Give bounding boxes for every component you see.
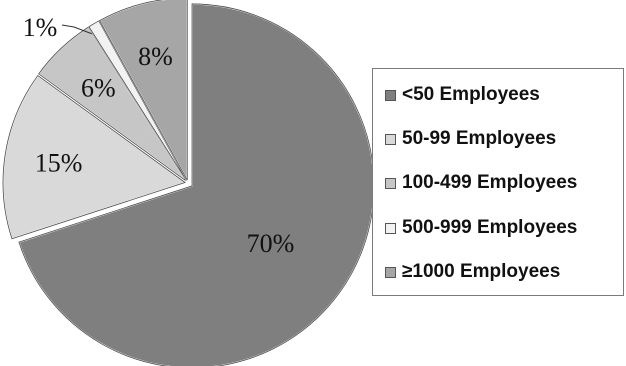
- legend-item-lt50: <50 Employees: [385, 80, 540, 110]
- legend-swatch: [385, 89, 396, 101]
- data-label: 6%: [81, 73, 116, 102]
- legend-swatch: [385, 222, 396, 234]
- legend-item-gte1000: ≥1000 Employees: [385, 257, 560, 287]
- legend-item-500-999: 500-999 Employees: [385, 213, 577, 243]
- data-labels: 70% 15% 6% 1% 8%: [23, 13, 295, 258]
- legend-item-100-499: 100-499 Employees: [385, 168, 577, 198]
- pie-slice-outline: [18, 3, 375, 366]
- pie-slice-outline: [99, 0, 188, 181]
- data-label: 15%: [35, 149, 83, 178]
- legend-swatch: [385, 177, 396, 189]
- data-label: 1%: [23, 13, 58, 42]
- pie-slice-outline: [88, 20, 187, 181]
- legend-label: <50 Employees: [402, 84, 540, 105]
- legend-swatch: [385, 266, 396, 278]
- legend: <50 Employees 50-99 Employees 100-499 Em…: [372, 68, 624, 296]
- data-label: 8%: [138, 42, 173, 71]
- leader-lines: [61, 24, 93, 35]
- legend-label: 50-99 Employees: [402, 128, 557, 149]
- legend-swatch: [385, 133, 396, 145]
- legend-label: 100-499 Employees: [402, 172, 578, 193]
- pie-slice-outline: [2, 74, 186, 240]
- data-label: 70%: [247, 229, 295, 258]
- legend-item-50-99: 50-99 Employees: [385, 124, 556, 154]
- pie-slices: [2, 0, 375, 366]
- legend-label: ≥1000 Employees: [402, 261, 561, 282]
- leader-line: [61, 24, 93, 35]
- legend-label: 500-999 Employees: [402, 217, 578, 238]
